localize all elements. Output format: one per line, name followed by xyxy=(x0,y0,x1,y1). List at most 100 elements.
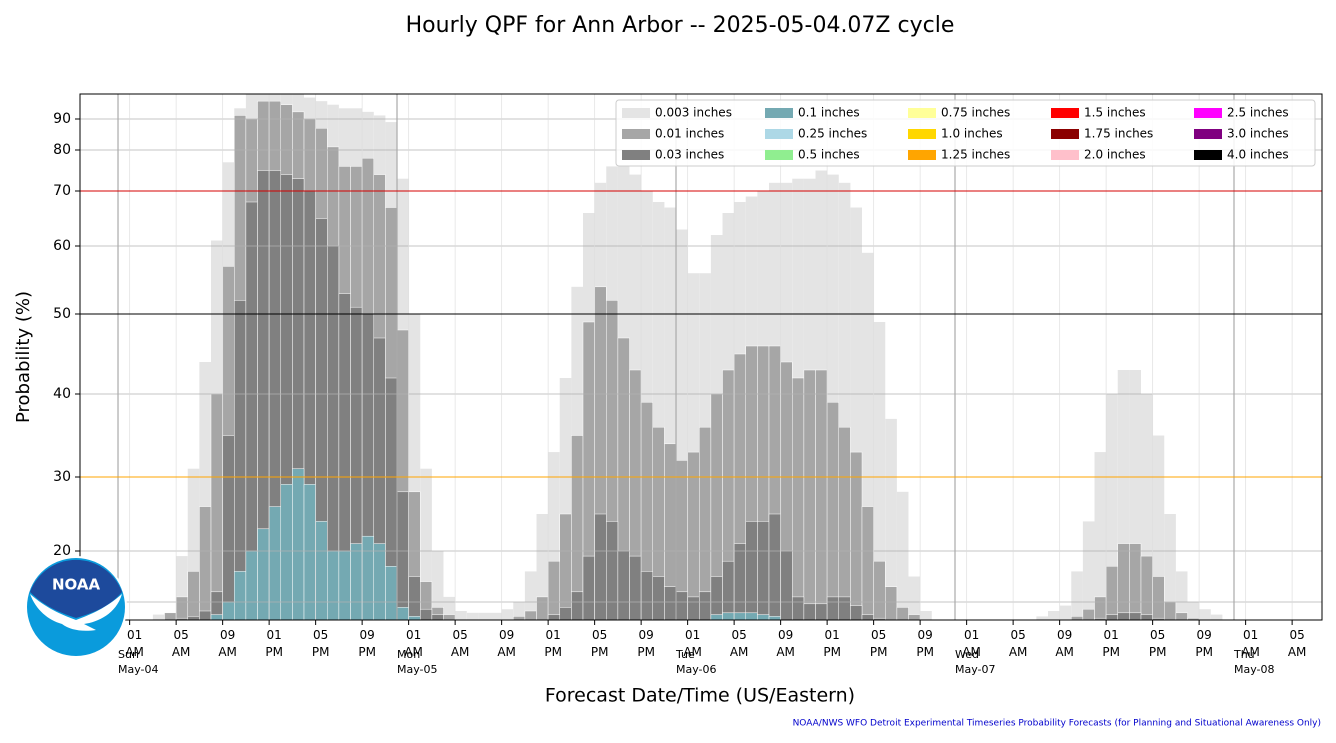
bar xyxy=(861,614,874,620)
legend-label: 1.5 inches xyxy=(1084,106,1146,120)
legend-swatch xyxy=(622,108,650,118)
bar xyxy=(361,535,375,620)
bar xyxy=(722,560,735,620)
bar xyxy=(268,506,282,620)
bar xyxy=(571,591,584,620)
legend-swatch xyxy=(622,150,650,160)
bar xyxy=(385,566,398,620)
bar xyxy=(815,369,828,620)
x-tick-label: 09 PM xyxy=(916,628,934,659)
legend-swatch xyxy=(908,129,936,139)
legend-label: 0.75 inches xyxy=(941,106,1010,120)
x-tick-label: 01 PM xyxy=(265,628,283,659)
x-tick-label: 09 AM xyxy=(497,628,516,659)
bar xyxy=(803,603,816,620)
bar xyxy=(733,612,747,620)
x-tick-label: 05 PM xyxy=(590,628,609,659)
bar xyxy=(1117,370,1130,620)
y-tick-label: 70 xyxy=(53,183,71,199)
bar xyxy=(582,555,595,620)
legend-label: 0.01 inches xyxy=(655,127,724,141)
bar xyxy=(1071,571,1083,620)
legend: 0.003 inches 0.01 inches 0.03 inches 0.1 in… xyxy=(615,99,1316,167)
bar xyxy=(175,596,189,620)
bar xyxy=(187,616,200,620)
x-tick-label: 09 PM xyxy=(637,628,655,659)
x-tick-label: 05 PM xyxy=(1148,628,1167,659)
bar xyxy=(1094,596,1107,620)
bar xyxy=(652,576,665,620)
bar xyxy=(152,614,165,620)
bar xyxy=(1152,576,1165,620)
bar xyxy=(350,543,363,620)
bar xyxy=(524,610,537,620)
bar xyxy=(548,452,560,620)
bar xyxy=(1036,616,1049,620)
legend-swatch xyxy=(765,108,793,118)
bar xyxy=(1175,612,1188,620)
day-label: Sun May-04 xyxy=(118,648,159,676)
bar xyxy=(838,426,851,620)
bar xyxy=(431,614,444,620)
bar xyxy=(431,551,444,620)
bar xyxy=(292,468,305,620)
bar xyxy=(768,513,781,620)
bar xyxy=(1129,612,1142,620)
bar xyxy=(722,612,735,620)
bar xyxy=(885,586,898,620)
day-label: Tue May-06 xyxy=(676,648,717,676)
x-tick-label: 01 AM xyxy=(1241,628,1260,659)
x-tick-label: 01 AM xyxy=(125,628,144,659)
bar xyxy=(826,402,840,620)
x-tick-label: 05 AM xyxy=(450,628,470,659)
bar xyxy=(408,314,421,620)
day-label: Mon May-05 xyxy=(397,648,438,676)
legend-label: 1.0 inches xyxy=(941,127,1003,141)
bar xyxy=(1117,543,1130,620)
x-tick-label: 05 AM xyxy=(729,628,749,659)
bar xyxy=(1175,571,1188,620)
bar xyxy=(559,607,572,620)
bar xyxy=(873,322,886,620)
bar xyxy=(908,614,921,620)
bars xyxy=(152,94,1223,620)
y-tick-label: 20 xyxy=(53,543,71,559)
x-tick-label: 01 PM xyxy=(544,628,562,659)
bar xyxy=(199,362,212,620)
bar xyxy=(478,612,491,620)
bar xyxy=(245,550,258,620)
bar xyxy=(455,611,467,620)
grid xyxy=(80,94,1322,620)
x-tick-label: 01 PM xyxy=(1102,628,1120,659)
bar xyxy=(1164,514,1176,620)
bar xyxy=(187,571,200,620)
bar xyxy=(303,484,316,620)
bar xyxy=(396,607,409,620)
noaa-logo: NOAA xyxy=(25,556,127,658)
bar xyxy=(675,591,688,620)
bar xyxy=(827,174,839,620)
x-tick-label: 09 AM xyxy=(776,628,795,659)
y-tick-label: 90 xyxy=(53,111,71,127)
legend-label: 1.25 inches xyxy=(941,148,1010,162)
x-tick-label: 05 PM xyxy=(869,628,888,659)
bar xyxy=(1117,612,1130,620)
bar xyxy=(1199,609,1211,620)
bar xyxy=(547,560,561,620)
x-tick-label: 05 PM xyxy=(311,628,330,659)
bar xyxy=(1094,452,1107,620)
day-label: Thu May-08 xyxy=(1233,648,1275,676)
bar xyxy=(1164,601,1177,620)
bar xyxy=(199,506,212,620)
bar xyxy=(1187,602,1200,620)
y-tick-label: 40 xyxy=(53,386,71,402)
bar xyxy=(164,612,177,620)
bar xyxy=(443,596,456,620)
bar xyxy=(908,576,921,620)
bar xyxy=(1129,543,1142,620)
legend-swatch xyxy=(908,150,936,160)
bar xyxy=(1082,608,1095,620)
logo-text: NOAA xyxy=(52,576,101,594)
legend-swatch xyxy=(1051,108,1079,118)
bar xyxy=(420,468,432,620)
